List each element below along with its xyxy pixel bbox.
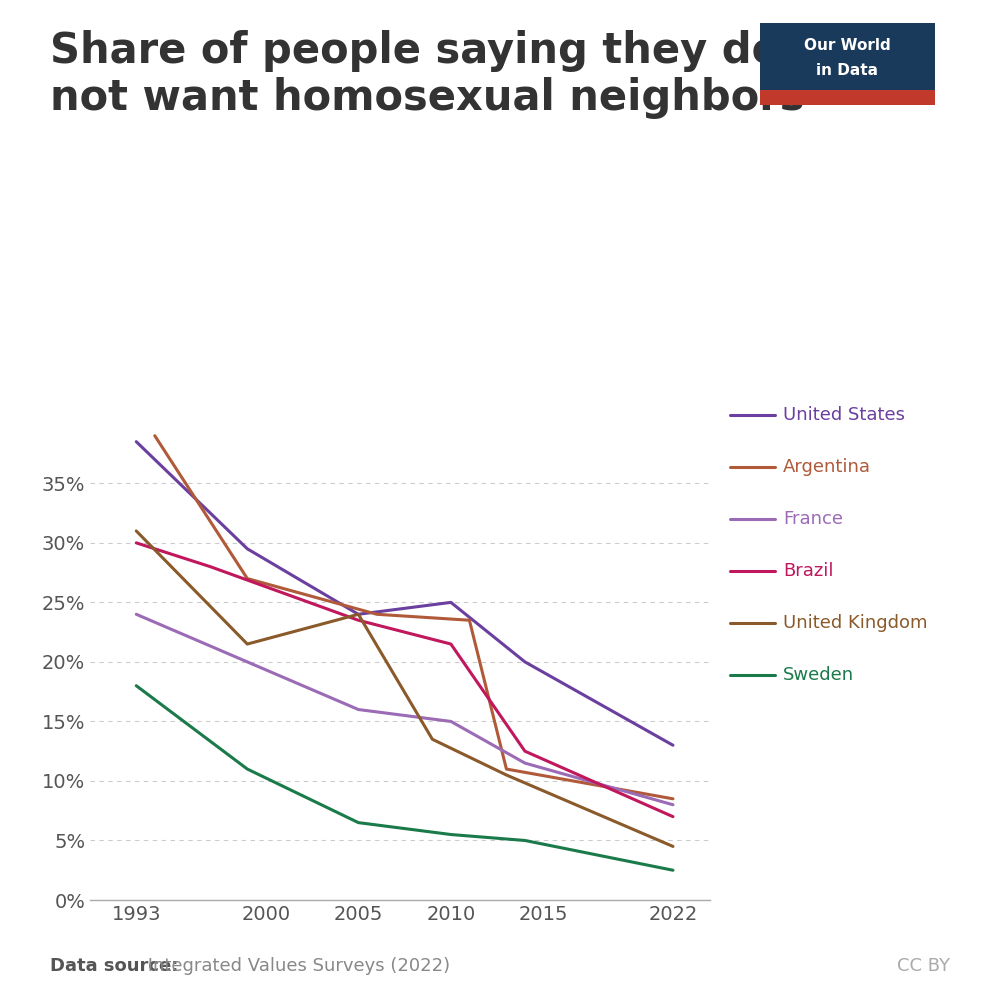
- Text: Sweden: Sweden: [783, 666, 854, 684]
- Text: Brazil: Brazil: [783, 562, 834, 580]
- Text: Argentina: Argentina: [783, 458, 871, 476]
- Text: Share of people saying they do
not want homosexual neighbors: Share of people saying they do not want …: [50, 30, 804, 119]
- Text: Integrated Values Surveys (2022): Integrated Values Surveys (2022): [142, 957, 450, 975]
- Text: United Kingdom: United Kingdom: [783, 614, 928, 632]
- Text: Data source:: Data source:: [50, 957, 178, 975]
- Text: in Data: in Data: [816, 63, 879, 78]
- Text: France: France: [783, 510, 843, 528]
- Text: United States: United States: [783, 406, 905, 424]
- Text: CC BY: CC BY: [897, 957, 950, 975]
- Text: Our World: Our World: [804, 38, 891, 53]
